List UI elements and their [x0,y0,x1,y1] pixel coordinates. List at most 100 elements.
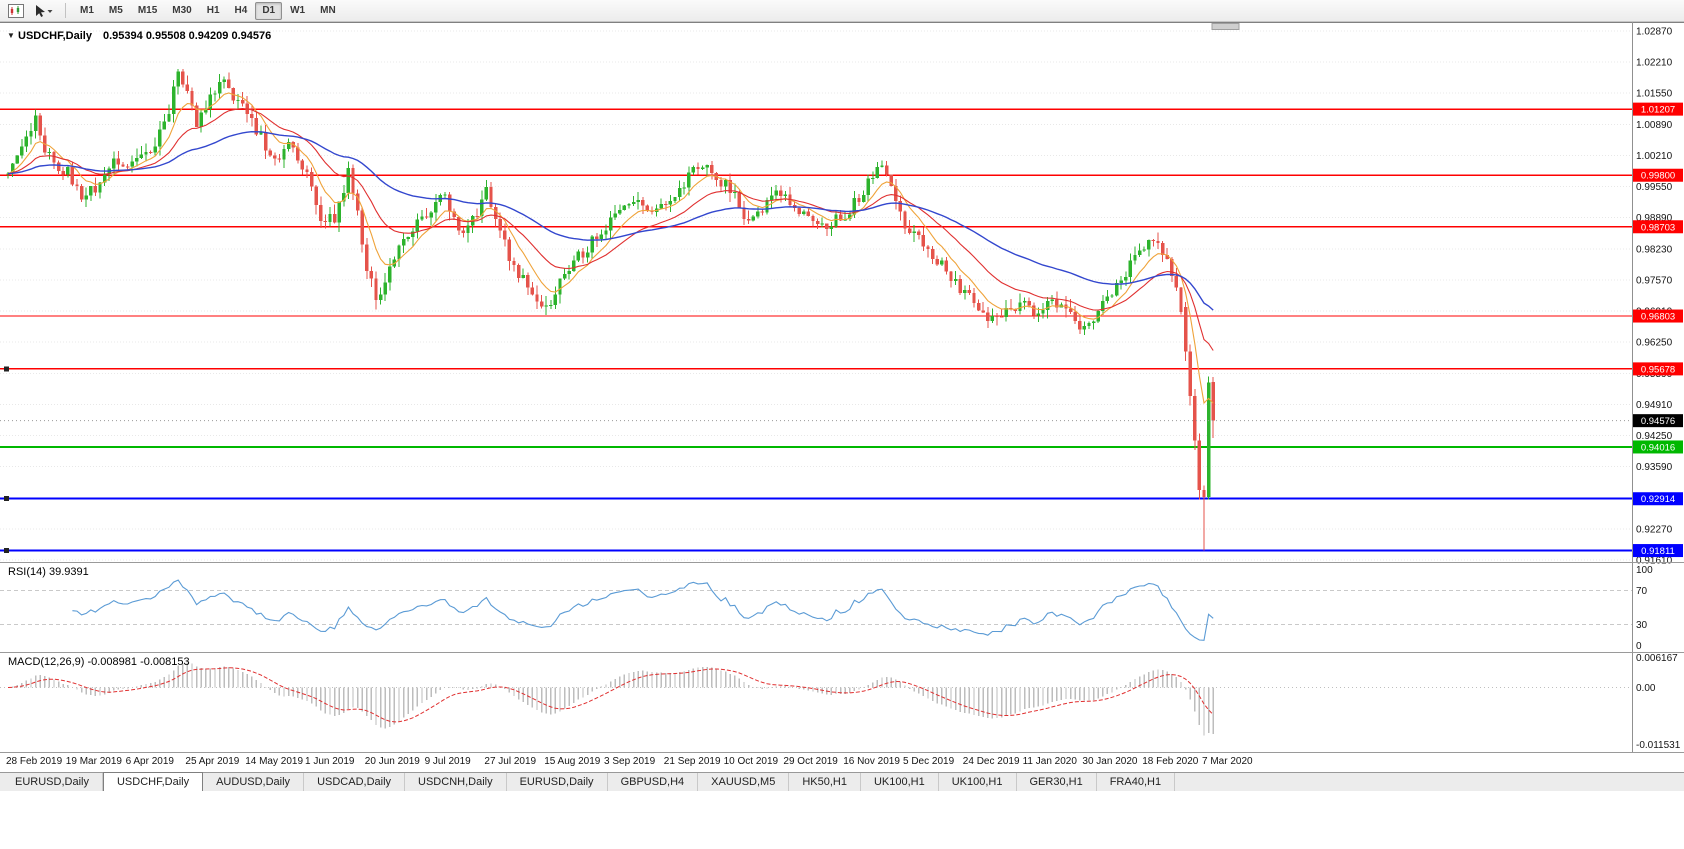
time-axis-label: 5 Dec 2019 [903,756,955,767]
dropdown-caret-icon [47,9,53,13]
time-axis-label: 7 Mar 2020 [1202,756,1253,767]
rsi-label: RSI(14) 39.9391 [8,566,89,578]
price-axis-tick: 0.98890 [1636,213,1673,224]
svg-text:0.99800: 0.99800 [1641,171,1675,182]
axis-price-tag: 0.92914 [1633,492,1683,506]
chart-tab-label: GBPUSD,H4 [620,776,685,788]
time-axis-label: 1 Jun 2019 [305,756,355,767]
chart-tab-label: FRA40,H1 [1109,776,1162,788]
price-axis-tick: 0.94250 [1636,431,1673,442]
axis-price-tag: 0.96803 [1633,309,1683,323]
chart-tab-usdcad-daily[interactable]: USDCAD,Daily [304,773,406,791]
time-axis-label: 27 Jul 2019 [484,756,536,767]
chart-tab-eurusd-daily[interactable]: EURUSD,Daily [2,773,103,791]
timeframe-button-mn[interactable]: MN [313,2,343,20]
axis-layer: 1.02870 1.02210 1.01550 1.00890 1.00210 0.995… [6,27,1681,768]
ma-line-21 [7,107,1214,351]
price-axis-tick: 0.94910 [1636,400,1673,411]
rsi-axis-tick: 100 [1636,565,1653,576]
chart-tab-ger30-h1[interactable]: GER30,H1 [1016,773,1097,791]
cursor-icon [36,4,45,17]
timeframe-button-w1[interactable]: W1 [283,2,312,20]
time-axis-label: 9 Jul 2019 [425,756,472,767]
ma-line-8 [7,92,1214,405]
chart-tab-label: EURUSD,Daily [15,776,89,788]
chart-ohlc-values: 0.95394 0.95508 0.94209 0.94576 [103,30,271,42]
time-axis-label: 14 May 2019 [245,756,303,767]
axis-price-tag: 1.01207 [1633,102,1683,116]
price-axis-tick: 0.98230 [1636,244,1673,255]
price-axis-tick: 0.92270 [1636,524,1673,535]
time-axis-label: 16 Nov 2019 [843,756,900,767]
price-axis-tick: 0.96250 [1636,338,1673,349]
chart-hscrollbar-thumb[interactable] [1211,23,1240,30]
chart-tab-usdchf-daily[interactable]: USDCHF,Daily [102,772,204,791]
chart-tab-xauusd-m5[interactable]: XAUUSD,M5 [698,773,790,791]
line-anchor-marker[interactable] [4,496,9,502]
line-anchor-marker[interactable] [4,366,9,372]
time-axis-label: 18 Feb 2020 [1142,756,1199,767]
chart-tab-label: USDCAD,Daily [317,776,392,788]
time-axis-label: 24 Dec 2019 [963,756,1020,767]
chart-window-button[interactable] [4,2,28,20]
time-axis-label: 20 Jun 2019 [365,756,420,767]
macd-signal-line [7,667,1214,723]
chart-tab-eurusd-daily[interactable]: EURUSD,Daily [506,773,608,791]
cursor-tool-button[interactable] [30,2,58,20]
line-anchor-marker[interactable] [4,548,9,554]
price-axis-tick: 0.99550 [1636,182,1673,193]
timeframe-button-m15[interactable]: M15 [131,2,164,20]
time-axis-label: 29 Oct 2019 [783,756,838,767]
macd-label: MACD(12,26,9) -0.008981 -0.008153 [8,656,190,668]
macd-axis-tick: -0.011531 [1636,740,1681,751]
time-axis-label: 11 Jan 2020 [1023,756,1078,767]
toolbar-separator [65,3,66,18]
chart-tab-bar: EURUSD,Daily USDCHF,Daily AUDUSD,Daily USDC… [0,772,1684,791]
price-axis-tick: 1.01550 [1636,89,1673,100]
timeframe-button-m5[interactable]: M5 [102,2,130,20]
timeframe-button-d1[interactable]: D1 [255,1,283,20]
svg-text:0.92914: 0.92914 [1641,494,1675,505]
chart-tab-label: GER30,H1 [1029,776,1083,788]
macd-axis-tick: 0.00 [1636,683,1656,694]
hlines-layer [0,108,1632,554]
chart-tab-fra40-h1[interactable]: FRA40,H1 [1096,773,1176,791]
chart-tab-label: USDCHF,Daily [116,776,190,788]
chart-tab-label: USDCNH,Daily [418,776,493,788]
timeframe-button-m30[interactable]: M30 [165,2,198,20]
timeframe-button-h1[interactable]: H1 [200,2,227,20]
price-axis-tick: 0.91610 [1636,556,1673,567]
axis-price-tag: 0.94016 [1633,440,1683,454]
frame-layer [0,22,1684,753]
indicator-layer: RSI(14) 39.9391 MACD(12,26,9) -0.008981 -… [0,566,1632,736]
price-axis-tick: 0.97570 [1636,275,1673,286]
axis-price-tag: 0.95678 [1633,362,1683,376]
time-axis-label: 28 Feb 2019 [6,756,63,767]
svg-text:0.98703: 0.98703 [1641,222,1675,233]
price-axis-tick: 1.00210 [1636,151,1673,162]
time-axis-label: 6 Apr 2019 [126,756,175,767]
chart-tab-gbpusd-h4[interactable]: GBPUSD,H4 [607,773,699,791]
chart-tab-uk100-h1[interactable]: UK100,H1 [860,773,939,791]
chart-canvas[interactable]: RSI(14) 39.9391 MACD(12,26,9) -0.008981 -… [0,22,1684,772]
chart-tab-hk50-h1[interactable]: HK50,H1 [789,773,861,791]
time-axis-label: 10 Oct 2019 [724,756,779,767]
price-axis-tick: 1.00890 [1636,120,1673,131]
price-axis-tick: 1.02210 [1636,58,1673,69]
rsi-axis-tick: 0 [1636,641,1642,652]
rsi-axis-tick: 30 [1636,620,1648,631]
chart-tab-usdcnh-daily[interactable]: USDCNH,Daily [405,773,507,791]
chart-tab-uk100-h1[interactable]: UK100,H1 [938,773,1017,791]
symbol-dropdown-icon[interactable]: ▼ [7,31,15,40]
chart-tab-audusd-daily[interactable]: AUDUSD,Daily [203,773,305,791]
chart-window-icon [8,3,24,18]
chart-symbol-period: USDCHF,Daily [18,30,93,42]
time-axis-label: 3 Sep 2019 [604,756,656,767]
svg-text:0.95678: 0.95678 [1641,364,1675,375]
axis-price-tag: 0.91811 [1633,544,1683,558]
price-axis-tick: 1.02870 [1636,27,1673,38]
timeframe-button-m1[interactable]: M1 [73,2,101,20]
axis-price-tag: 0.94576 [1633,414,1683,428]
time-axis-label: 19 Mar 2019 [66,756,123,767]
timeframe-button-h4[interactable]: H4 [228,2,255,20]
